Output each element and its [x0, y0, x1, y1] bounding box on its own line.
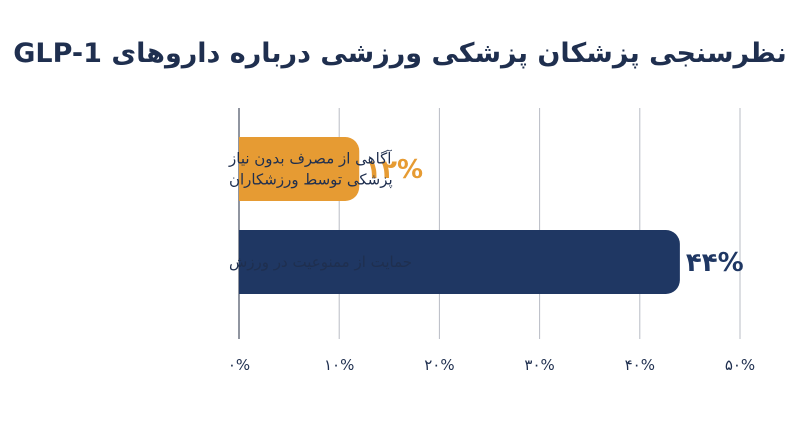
data-label-1: ۱۲%	[365, 155, 423, 185]
data-label-2: ۴۴%	[686, 248, 744, 278]
category-label-2-line-1: حمایت از ممنوعیت در ورزش	[229, 253, 412, 271]
bars	[239, 137, 680, 294]
x-tick-label-30: ۳۰%	[524, 356, 554, 374]
bar-2	[239, 230, 680, 294]
x-tick-label-20: ۲۰%	[424, 356, 454, 374]
chart-title: نظرسنجی پزشکان پزشکی ورزشی درباره داروها…	[13, 38, 787, 69]
category-label-1-line-1: آگاهی از مصرف بدون نیاز	[228, 150, 392, 168]
category-label-1-line-2: پزشکی توسط ورزشکاران	[229, 171, 393, 190]
x-tick-label-10: ۱۰%	[324, 356, 354, 374]
bar-1	[239, 137, 360, 201]
x-tick-label-40: ۴۰%	[625, 356, 655, 374]
labels: ۰% ۱۰% ۲۰% ۳۰% ۴۰% ۵۰% ۱۲%آگاهی از مصرف بدون ن…	[228, 150, 755, 375]
x-tick-label-50: ۵۰%	[725, 356, 755, 374]
x-tick-label-0: ۰%	[228, 356, 250, 374]
